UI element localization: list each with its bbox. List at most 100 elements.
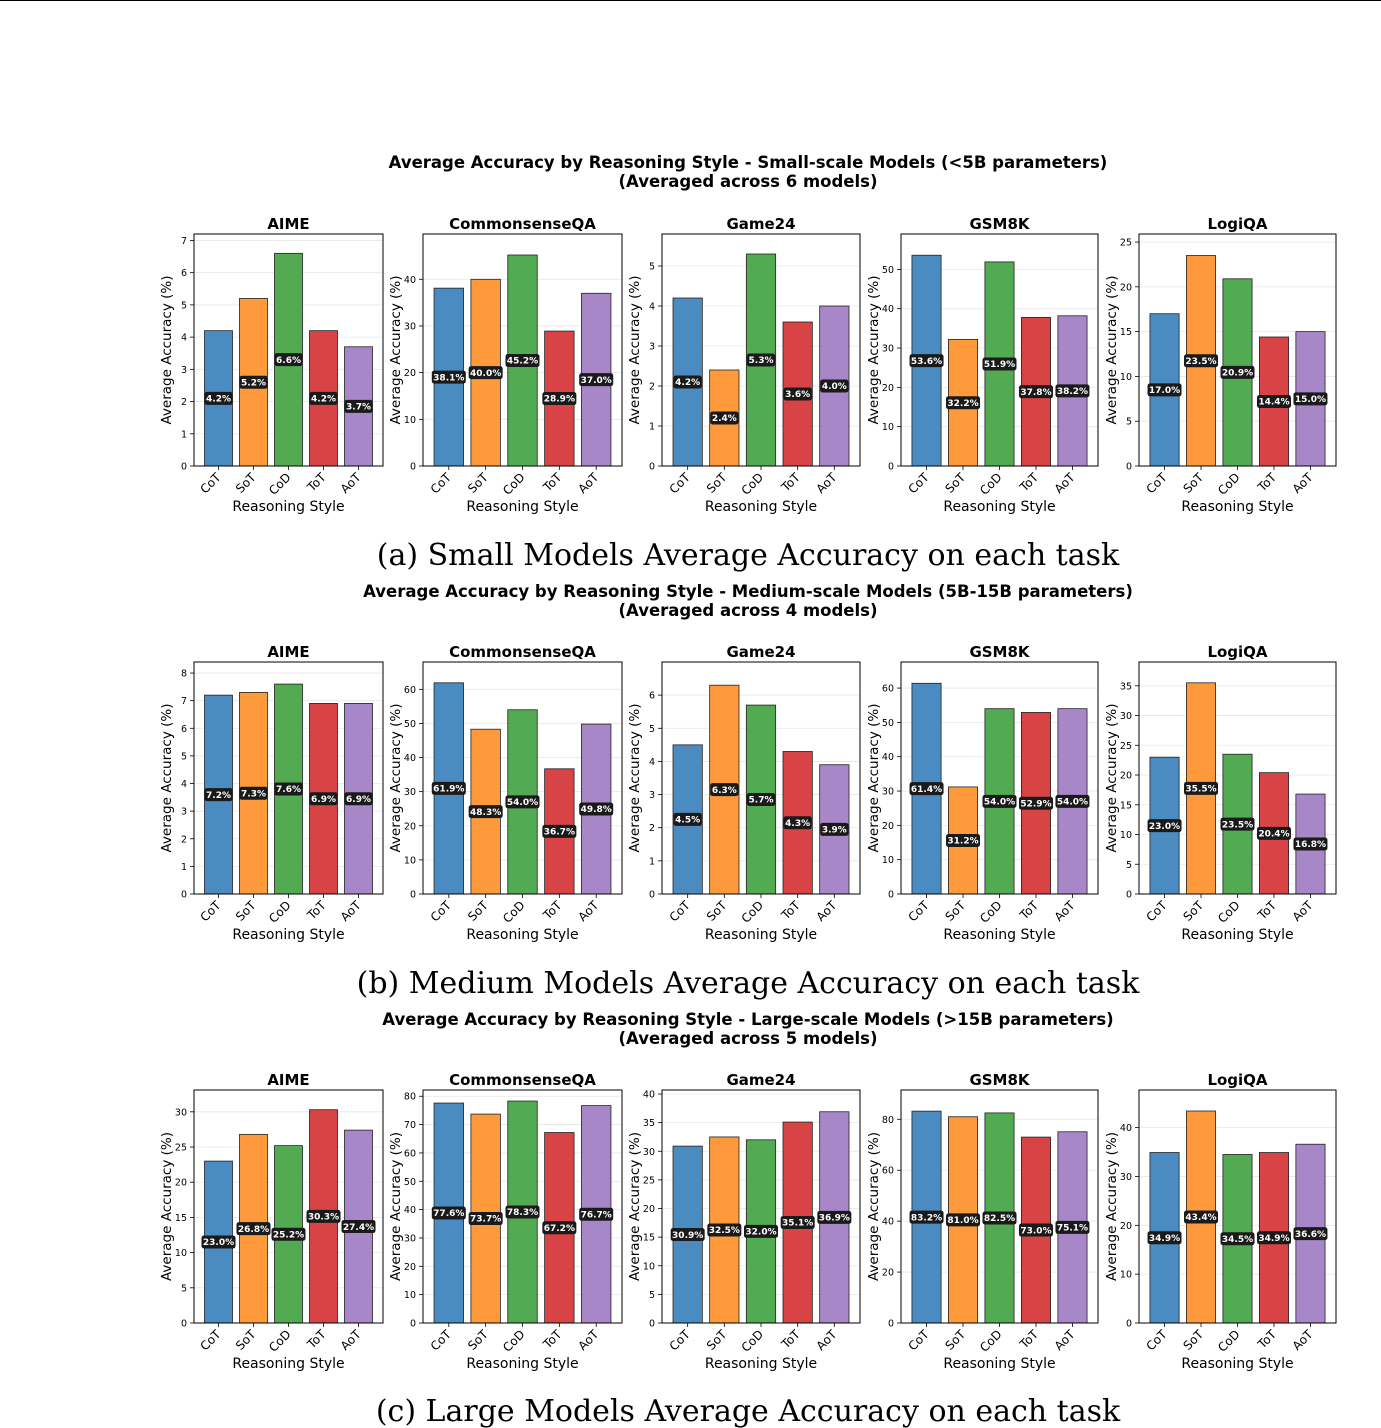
value-label-box: [710, 783, 739, 797]
y-tick-label: 40: [404, 753, 416, 764]
x-tick-label: SoT: [1180, 898, 1206, 924]
value-label-box: [982, 1211, 1017, 1225]
y-tick-label: 40: [882, 1217, 894, 1228]
x-axis-label: Reasoning Style: [466, 1356, 578, 1372]
y-tick-label: 25: [643, 1175, 655, 1186]
x-tick-label: SoT: [704, 898, 730, 924]
axes-frame: [661, 1089, 861, 1324]
suptitle-line1: Average Accuracy by Reasoning Style - Me…: [363, 582, 1133, 601]
value-label-box: [1018, 1223, 1053, 1237]
value-label: 37.0%: [581, 376, 612, 386]
value-label-box: [204, 788, 233, 802]
y-tick-label: 3: [649, 342, 655, 353]
x-tick-label: ToT: [1016, 1327, 1041, 1352]
x-tick-label: AoT: [1052, 898, 1078, 924]
value-label-box: [710, 411, 739, 425]
x-tick-label: CoT: [1143, 1327, 1170, 1354]
x-tick-label: CoD: [500, 470, 528, 498]
value-label: 2.4%: [712, 414, 737, 424]
y-axis-label: Average Accuracy (%): [1104, 1132, 1120, 1281]
y-tick-label: 40: [404, 275, 416, 286]
y-tick-label: 0: [888, 1319, 894, 1330]
value-label: 23.0%: [203, 1238, 234, 1248]
value-label-box: [271, 1227, 306, 1241]
value-label: 32.5%: [709, 1226, 740, 1236]
value-label-box: [309, 391, 338, 405]
y-tick-label: 0: [888, 462, 894, 473]
y-tick-label: 25: [1120, 238, 1132, 249]
subplot-title: AIME: [267, 1071, 309, 1089]
value-label: 77.6%: [433, 1209, 464, 1219]
value-label: 23.0%: [1149, 822, 1180, 832]
value-label: 43.4%: [1185, 1213, 1216, 1223]
y-tick-label: 0: [181, 890, 187, 901]
x-tick-label: SoT: [1180, 1327, 1206, 1353]
y-tick-label: 70: [404, 1120, 416, 1131]
x-tick-label: CoD: [500, 1327, 528, 1355]
value-label-box: [542, 392, 577, 406]
value-label-box: [1220, 365, 1255, 379]
value-label: 7.6%: [276, 785, 301, 795]
y-tick-label: 60: [882, 684, 894, 695]
y-tick-label: 30: [882, 344, 894, 355]
subplot-commonsenseqa: CommonsenseQA 0 10 20 30 40 50 60 61.9% CoT 48.3% S…: [388, 643, 623, 943]
y-tick-label: 10: [404, 415, 416, 426]
value-label: 53.6%: [911, 357, 942, 367]
value-label-box: [239, 786, 268, 800]
x-tick-label: AoT: [814, 898, 840, 924]
suptitle-line2: (Averaged across 5 models): [618, 1029, 877, 1048]
y-tick-label: 1: [649, 422, 655, 433]
value-label: 61.9%: [433, 785, 464, 795]
value-label-box: [1256, 826, 1291, 840]
value-label: 34.9%: [1149, 1234, 1180, 1244]
subplot-gsm8k: GSM8K 0 10 20 30 40 50 53.6% CoT 32.2% SoT 51.9% CoD…: [866, 215, 1099, 515]
subplot-title: AIME: [267, 643, 309, 661]
value-label: 28.9%: [544, 395, 575, 405]
value-label: 54.0%: [507, 798, 538, 808]
value-label: 36.6%: [1295, 1230, 1326, 1240]
y-tick-label: 6: [181, 268, 187, 279]
x-tick-label: CoD: [977, 898, 1005, 926]
x-tick-label: CoT: [905, 898, 932, 925]
value-label-box: [344, 399, 373, 413]
y-tick-label: 50: [882, 718, 894, 729]
y-tick-label: 30: [882, 787, 894, 798]
x-axis-label: Reasoning Style: [232, 499, 344, 515]
value-label: 23.5%: [1222, 820, 1253, 830]
value-label: 15.0%: [1295, 395, 1326, 405]
value-label: 76.7%: [581, 1210, 612, 1220]
y-tick-label: 10: [1120, 1270, 1132, 1281]
value-label: 16.8%: [1295, 840, 1326, 850]
value-label-box: [431, 781, 466, 795]
chart-row-large: Average Accuracy by Reasoning Style - La…: [159, 1010, 1337, 1428]
x-tick-label: AoT: [1052, 1327, 1078, 1353]
y-tick-label: 10: [404, 855, 416, 866]
y-axis-label: Average Accuracy (%): [627, 1132, 643, 1281]
subplot-aime: AIME 0 1 2 3 4 5 6 7 4.2% CoT 5.2% SoT 6.6% CoD 4.2% ToT…: [159, 215, 384, 515]
subplot-title: GSM8K: [969, 1071, 1030, 1089]
y-tick-label: 80: [404, 1092, 416, 1103]
value-label: 17.0%: [1149, 386, 1180, 396]
y-tick-label: 3: [181, 365, 187, 376]
value-label: 81.0%: [947, 1216, 978, 1226]
x-tick-label: CoD: [266, 898, 294, 926]
axes-frame: [1138, 661, 1337, 895]
value-label: 51.9%: [984, 360, 1015, 370]
value-label-box: [309, 792, 338, 806]
x-tick-label: ToT: [304, 898, 329, 923]
y-axis-label: Average Accuracy (%): [388, 703, 404, 852]
y-tick-label: 30: [1120, 1172, 1132, 1183]
value-label-box: [306, 1209, 341, 1223]
x-axis-label: Reasoning Style: [705, 499, 817, 515]
x-axis-label: Reasoning Style: [466, 927, 578, 943]
y-axis-label: Average Accuracy (%): [159, 703, 175, 852]
value-label-box: [341, 1220, 376, 1234]
value-label-box: [1293, 392, 1328, 406]
value-label-box: [542, 1221, 577, 1235]
value-label-box: [982, 794, 1017, 808]
value-label: 48.3%: [470, 808, 501, 818]
value-label-box: [707, 1223, 742, 1237]
value-label: 37.8%: [1020, 388, 1051, 398]
value-label-box: [239, 375, 268, 389]
value-label-box: [946, 1213, 981, 1227]
